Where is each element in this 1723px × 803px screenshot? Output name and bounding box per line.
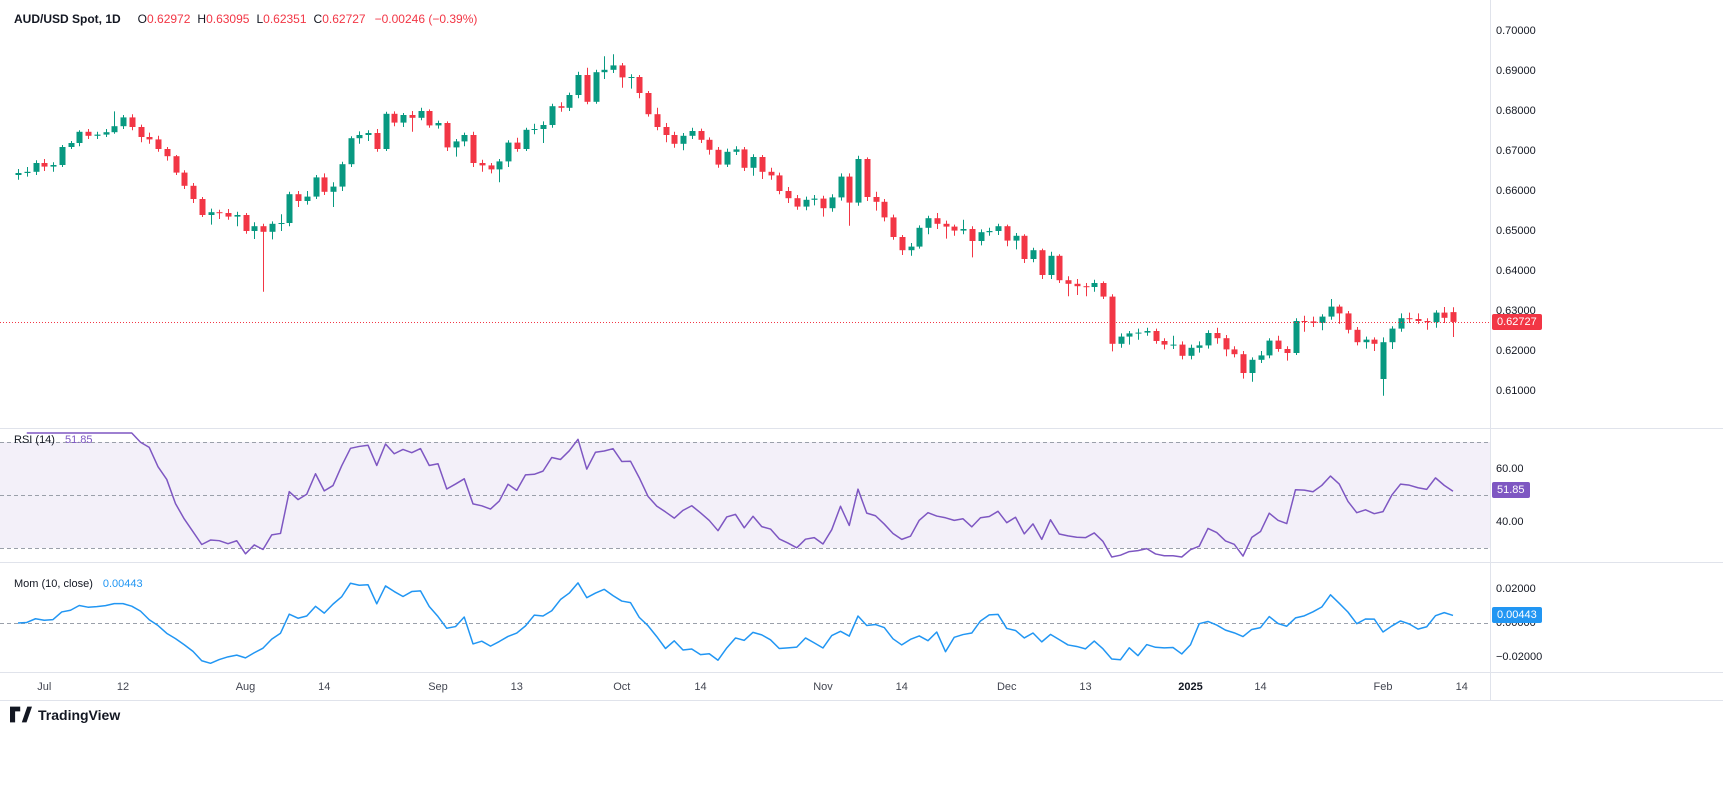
rsi-legend[interactable]: RSI (14) 51.85 <box>14 434 93 446</box>
price-tick: 0.65000 <box>1496 225 1536 237</box>
price-tick: 0.67000 <box>1496 145 1536 157</box>
ohlc-value: 0.62727 <box>322 12 366 26</box>
mom-value-badge: 0.00443 <box>1492 607 1542 624</box>
ohlc-letter: O <box>137 12 148 26</box>
time-axis-label: 14 <box>694 681 707 693</box>
ohlc-value: 0.63095 <box>206 12 250 26</box>
time-axis-label: Oct <box>613 681 631 693</box>
time-axis-label: 14 <box>895 681 908 693</box>
time-axis-label: Sep <box>428 681 448 693</box>
ohlc-letter: C <box>313 12 323 26</box>
price-tick: 0.61000 <box>1496 385 1536 397</box>
time-axis-label: Dec <box>996 681 1017 693</box>
time-axis-label: 14 <box>1455 681 1468 693</box>
time-axis-label: 2025 <box>1178 681 1203 693</box>
time-axis-label: 14 <box>1254 681 1267 693</box>
price-tick: 0.64000 <box>1496 265 1536 277</box>
mom-tick: 0.02000 <box>1496 583 1536 595</box>
price-tick: 0.62000 <box>1496 345 1536 357</box>
time-axis-label: 14 <box>318 681 331 693</box>
symbol-title: AUD/USD Spot, 1D <box>14 12 121 26</box>
rsi-tick: 60.00 <box>1496 462 1524 475</box>
rsi-name: RSI (14) <box>14 434 55 446</box>
price-tick: 0.69000 <box>1496 65 1536 77</box>
ohlc-value: 0.62351 <box>263 12 307 26</box>
rsi-legend-value: 51.85 <box>64 434 93 446</box>
symbol-legend[interactable]: AUD/USD Spot, 1D O0.62972 H0.63095 L0.62351… <box>14 12 477 26</box>
tradingview-logo-icon <box>10 706 32 723</box>
tradingview-logo-text: TradingView <box>38 706 121 723</box>
rsi-tick: 40.00 <box>1496 515 1524 528</box>
mom-name: Mom (10, close) <box>14 578 93 590</box>
ohlc-value: 0.62972 <box>147 12 191 26</box>
time-axis-label: 13 <box>510 681 523 693</box>
tradingview-logo[interactable]: TradingView <box>10 706 120 723</box>
mom-tick: −0.02000 <box>1496 651 1543 663</box>
time-axis-label: Feb <box>1373 681 1393 693</box>
time-axis-label: Aug <box>235 681 256 693</box>
rsi-value-badge: 51.85 <box>1492 482 1530 499</box>
time-axis-label: Jul <box>37 681 52 693</box>
price-tick: 0.68000 <box>1496 105 1536 117</box>
last-price-badge: 0.62727 <box>1492 313 1542 330</box>
change-value: −0.00246 (−0.39%) <box>374 12 478 26</box>
ohlc-letter: H <box>197 12 207 26</box>
price-tick: 0.70000 <box>1496 25 1536 37</box>
time-axis-label: 13 <box>1079 681 1092 693</box>
ohlc-values: O0.62972 H0.63095 L0.62351 C0.62727 <box>131 12 366 26</box>
time-axis-label: Nov <box>813 681 833 693</box>
ohlc-letter: L <box>256 12 264 26</box>
mom-legend-value: 0.00443 <box>102 578 143 590</box>
price-tick: 0.66000 <box>1496 185 1536 197</box>
mom-legend[interactable]: Mom (10, close) 0.00443 <box>14 578 143 590</box>
time-axis-label: 12 <box>116 681 130 693</box>
